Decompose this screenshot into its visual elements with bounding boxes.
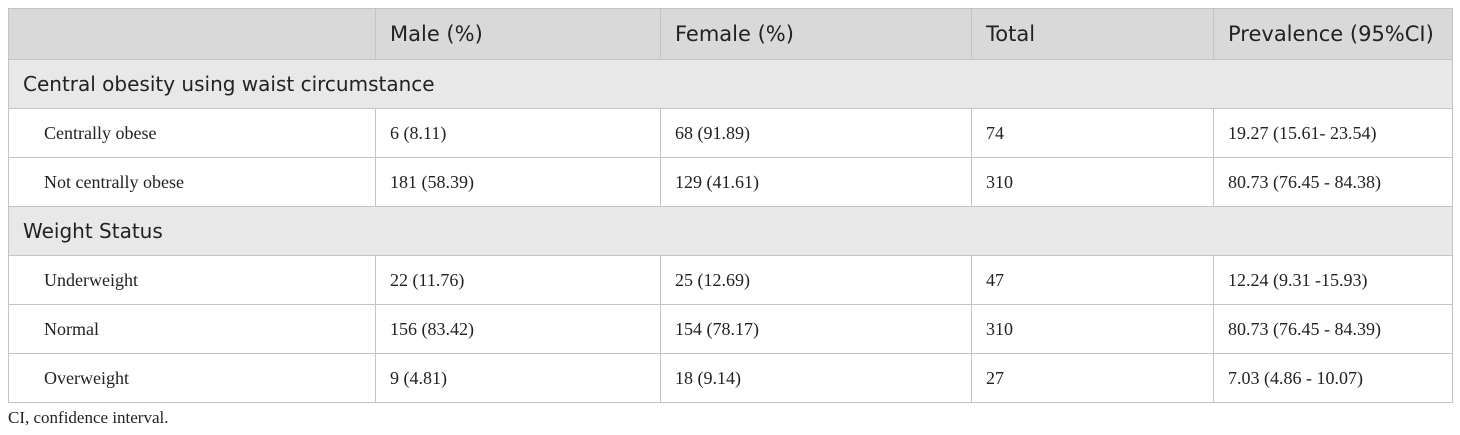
data-table: Male (%) Female (%) Total Prevalence (95%CI… (8, 8, 1453, 403)
table-cell: Overweight (8, 353, 376, 403)
header-cell (8, 8, 376, 60)
table-cell: 22 (11.76) (375, 255, 661, 305)
footnote: CI, confidence interval. (8, 408, 169, 427)
table-cell: 27 (971, 353, 1214, 403)
table-cell: 9 (4.81) (375, 353, 661, 403)
section-title: Central obesity using waist circumstance (8, 59, 1453, 109)
table-cell: 80.73 (76.45 - 84.38) (1213, 157, 1453, 207)
table-cell: 74 (971, 108, 1214, 158)
table-cell: 80.73 (76.45 - 84.39) (1213, 304, 1453, 354)
table-cell: 47 (971, 255, 1214, 305)
table-row: Underweight 22 (11.76) 25 (12.69) 47 12.24 (… (8, 255, 1453, 305)
table-row: Not centrally obese 181 (58.39) 129 (41.61… (8, 157, 1453, 207)
header-row: Male (%) Female (%) Total Prevalence (95%CI… (8, 8, 1453, 60)
section-row: Weight Status (8, 206, 1453, 256)
header-cell: Male (%) (375, 8, 661, 60)
table-row: Normal 156 (83.42) 154 (78.17) 310 80.73 (76… (8, 304, 1453, 354)
table-cell: 68 (91.89) (660, 108, 972, 158)
section-title: Weight Status (8, 206, 1453, 256)
table-cell: 12.24 (9.31 -15.93) (1213, 255, 1453, 305)
table-cell: 154 (78.17) (660, 304, 972, 354)
table-cell: Centrally obese (8, 108, 376, 158)
header-cell: Total (971, 8, 1214, 60)
table-cell: 19.27 (15.61- 23.54) (1213, 108, 1453, 158)
table-cell: 129 (41.61) (660, 157, 972, 207)
table-cell: 310 (971, 157, 1214, 207)
table-cell: 310 (971, 304, 1214, 354)
table-cell: 181 (58.39) (375, 157, 661, 207)
header-cell: Prevalence (95%CI) (1213, 8, 1453, 60)
table-cell: 6 (8.11) (375, 108, 661, 158)
table-cell: 7.03 (4.86 - 10.07) (1213, 353, 1453, 403)
table-cell: 25 (12.69) (660, 255, 972, 305)
table-row: Centrally obese 6 (8.11) 68 (91.89) 74 19.27… (8, 108, 1453, 158)
header-cell: Female (%) (660, 8, 972, 60)
table-row: Overweight 9 (4.81) 18 (9.14) 27 7.03 (4.86 … (8, 353, 1453, 403)
table-cell: 156 (83.42) (375, 304, 661, 354)
table-cell: Normal (8, 304, 376, 354)
table-cell: Underweight (8, 255, 376, 305)
table-cell: Not centrally obese (8, 157, 376, 207)
table-cell: 18 (9.14) (660, 353, 972, 403)
section-row: Central obesity using waist circumstance (8, 59, 1453, 109)
